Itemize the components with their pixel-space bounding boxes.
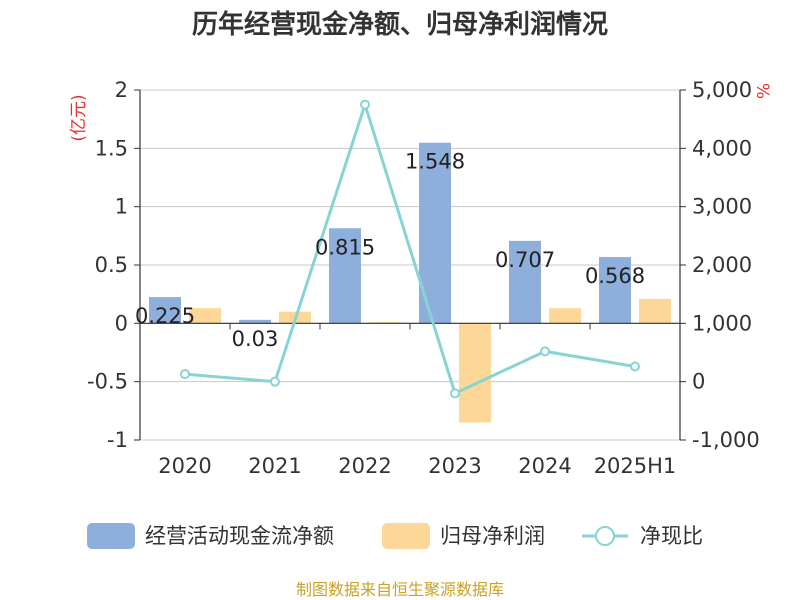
ratio-point: [450, 388, 460, 399]
cashflow-value-label: 1.548: [405, 150, 465, 174]
legend-swatch: [87, 523, 135, 549]
legend-cashflow: 经营活动现金流净额: [87, 523, 334, 549]
cashflow-bar: [509, 240, 541, 324]
right-tick-label: 2,000: [692, 253, 752, 277]
cashflow-value-label: 0.707: [495, 248, 555, 272]
legend-netprofit: 归母净利润: [382, 523, 545, 549]
right-tick-label: -1,000: [692, 428, 760, 452]
legend-ratio: 净现比: [582, 524, 703, 548]
ratio-point: [180, 369, 190, 380]
cashflow-value-label: 0.03: [232, 327, 279, 351]
right-tick-label: 1,000: [692, 311, 752, 335]
ratio-point: [270, 376, 280, 387]
cashflow-bar: [599, 257, 631, 324]
legend: 经营活动现金流净额 归母净利润 净现比: [87, 523, 703, 549]
cashflow-value-label: 0.225: [135, 304, 195, 328]
data-source: 制图数据来自恒生聚源数据库: [296, 580, 504, 599]
category-label: 2025H1: [594, 454, 677, 478]
category-label: 2024: [518, 454, 571, 478]
bars: [149, 142, 671, 423]
left-tick-label: 0: [115, 311, 128, 335]
ratio-point: [630, 361, 640, 372]
cashflow-value-label: 0.568: [585, 264, 645, 288]
axes: 2 1.5 1 0.5 0 -0.5 -1 5,000 4,000 3,000 2,000 1,000…: [87, 78, 760, 478]
cashflow-bar: [329, 228, 361, 324]
right-axis-unit: %: [752, 83, 772, 99]
legend-marker: [595, 526, 615, 546]
category-label: 2023: [428, 454, 481, 478]
cashflow-bar: [149, 297, 181, 324]
netprofit-bar: [639, 298, 671, 324]
category-label: 2022: [338, 454, 391, 478]
chart-title: 历年经营现金净额、归母净利润情况: [192, 9, 608, 40]
left-tick-label: 2: [115, 78, 128, 102]
cashflow-value-label: 0.815: [315, 235, 375, 259]
legend-label: 经营活动现金流净额: [145, 524, 334, 548]
left-tick-label: 1.5: [95, 136, 128, 160]
left-axis-unit: (亿元): [69, 94, 89, 141]
right-tick-label: 0: [692, 370, 705, 394]
ratio-line-path: [184, 99, 636, 396]
right-tick-label: 3,000: [692, 195, 752, 219]
ratio-line: [180, 99, 640, 399]
netprofit-bar: [189, 308, 221, 324]
data-labels: 0.225 0.03 0.815 1.548 0.707 0.568: [135, 150, 645, 351]
category-label: 2020: [158, 454, 211, 478]
legend-label: 净现比: [640, 524, 703, 548]
left-tick-label: -1: [107, 428, 128, 452]
left-tick-label: 0.5: [95, 253, 128, 277]
ratio-point: [540, 346, 550, 357]
ratio-point: [360, 99, 370, 110]
legend-swatch: [382, 523, 430, 549]
cashflow-bar: [239, 319, 271, 324]
left-tick-label: 1: [115, 195, 128, 219]
left-tick-label: -0.5: [87, 370, 128, 394]
right-tick-label: 5,000: [692, 78, 752, 102]
netprofit-bar: [459, 323, 491, 423]
right-tick-label: 4,000: [692, 136, 752, 160]
legend-label: 归母净利润: [440, 524, 545, 548]
netprofit-bar: [549, 308, 581, 324]
category-label: 2021: [248, 454, 301, 478]
